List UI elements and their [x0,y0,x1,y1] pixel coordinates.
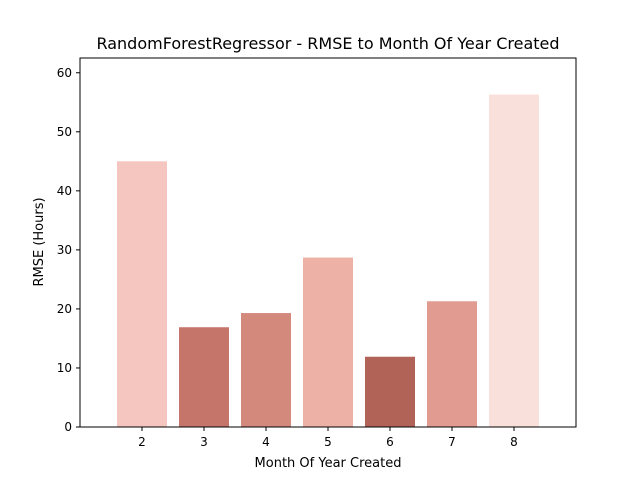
y-axis-ticks: 0 10 20 30 40 50 60 [57,66,80,434]
x-tick-label: 4 [262,435,270,449]
x-tick-label: 3 [200,435,208,449]
x-tick-label: 2 [138,435,146,449]
y-tick-label: 30 [57,243,72,257]
bar-month-5 [303,257,353,427]
x-axis-ticks: 2 3 4 5 6 7 8 [138,427,518,449]
plot-frame [79,57,577,428]
y-axis-label: RMSE (Hours) [32,197,47,286]
y-tick-label: 60 [57,66,72,80]
bar-month-8 [489,94,539,427]
bar-month-6 [365,356,415,427]
chart-title: RandomForestRegressor - RMSE to Month Of… [96,34,559,53]
bar-month-2 [117,161,167,427]
y-tick-label: 20 [57,302,72,316]
x-tick-label: 5 [324,435,332,449]
x-tick-label: 7 [448,435,456,449]
bar-month-4 [241,313,291,427]
y-tick-label: 10 [57,361,72,375]
y-tick-label: 40 [57,184,72,198]
x-tick-label: 6 [386,435,394,449]
y-tick-label: 0 [64,420,72,434]
y-tick-label: 50 [57,125,72,139]
bar-month-7 [427,301,477,427]
bars-layer [117,94,539,427]
bar-month-3 [179,327,229,427]
x-axis-label: Month Of Year Created [255,456,402,471]
x-tick-label: 8 [510,435,518,449]
